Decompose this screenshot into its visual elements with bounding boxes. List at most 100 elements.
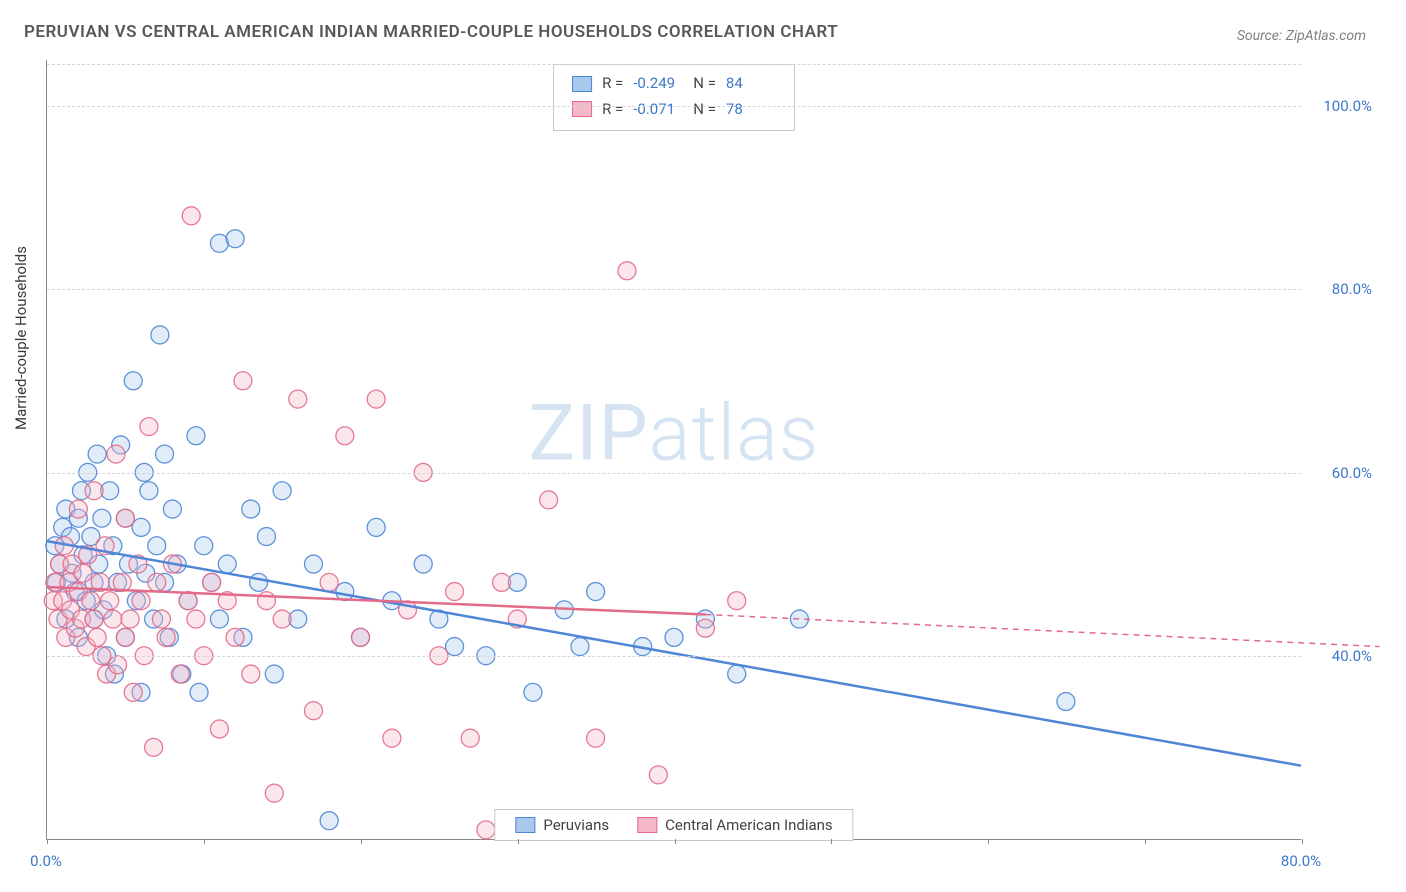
- data-point: [367, 518, 385, 536]
- y-tick-label: 40.0%: [1332, 647, 1372, 665]
- data-point: [140, 482, 158, 500]
- data-point: [265, 784, 283, 802]
- data-point: [242, 665, 260, 683]
- data-point: [571, 638, 589, 656]
- data-point: [587, 583, 605, 601]
- swatch-cai-legend: [637, 817, 657, 833]
- plot-area: ZIPatlas R = -0.249 N = 84 R = -0.071 N …: [46, 60, 1301, 840]
- data-point: [69, 500, 87, 518]
- data-point: [104, 610, 122, 628]
- data-point: [190, 683, 208, 701]
- data-point: [728, 665, 746, 683]
- x-tick: [204, 839, 205, 844]
- data-point: [140, 418, 158, 436]
- y-tick-label: 100.0%: [1323, 97, 1372, 115]
- data-point: [649, 766, 667, 784]
- x-tick: [1145, 839, 1146, 844]
- data-point: [124, 683, 142, 701]
- x-tick-label: 0.0%: [30, 852, 62, 870]
- legend: Peruvians Central American Indians: [494, 809, 853, 841]
- data-point: [304, 702, 322, 720]
- data-point: [234, 372, 252, 390]
- data-point: [88, 628, 106, 646]
- data-point: [179, 592, 197, 610]
- y-tick-label: 80.0%: [1332, 280, 1372, 298]
- gridline: [47, 289, 1301, 290]
- data-point: [728, 592, 746, 610]
- data-point: [461, 729, 479, 747]
- data-point: [148, 573, 166, 591]
- data-point: [696, 619, 714, 637]
- data-point: [352, 628, 370, 646]
- data-point: [226, 628, 244, 646]
- data-point: [182, 207, 200, 225]
- data-point: [289, 390, 307, 408]
- data-point: [116, 628, 134, 646]
- trend-line: [47, 541, 1301, 766]
- data-point: [273, 482, 291, 500]
- data-point: [163, 500, 181, 518]
- data-point: [203, 573, 221, 591]
- data-point: [446, 583, 464, 601]
- legend-label-2: Central American Indians: [665, 816, 833, 834]
- data-point: [171, 665, 189, 683]
- data-point: [132, 518, 150, 536]
- legend-label-1: Peruvians: [543, 816, 609, 834]
- data-point: [257, 528, 275, 546]
- data-point: [156, 445, 174, 463]
- data-point: [383, 729, 401, 747]
- data-point: [250, 573, 268, 591]
- data-point: [226, 230, 244, 248]
- x-tick: [518, 839, 519, 844]
- data-point: [121, 610, 139, 628]
- data-point: [524, 683, 542, 701]
- data-point: [1057, 693, 1075, 711]
- data-point: [304, 555, 322, 573]
- x-tick-label: 80.0%: [1281, 852, 1321, 870]
- data-point: [107, 445, 125, 463]
- x-tick: [988, 839, 989, 844]
- legend-item-1: Peruvians: [515, 816, 609, 834]
- scatter-svg: [47, 60, 1301, 839]
- data-point: [320, 812, 338, 830]
- source-label: Source: ZipAtlas.com: [1237, 28, 1366, 44]
- data-point: [210, 720, 228, 738]
- data-point: [145, 738, 163, 756]
- x-tick: [1302, 839, 1303, 844]
- gridline: [47, 64, 1301, 65]
- data-point: [618, 262, 636, 280]
- data-point: [82, 592, 100, 610]
- gridline: [47, 106, 1301, 107]
- data-point: [195, 537, 213, 555]
- data-point: [336, 427, 354, 445]
- data-point: [367, 390, 385, 408]
- data-point: [187, 427, 205, 445]
- data-point: [257, 592, 275, 610]
- y-axis-label: Married-couple Households: [12, 246, 30, 430]
- data-point: [336, 583, 354, 601]
- data-point: [152, 610, 170, 628]
- x-tick: [47, 839, 48, 844]
- data-point: [265, 665, 283, 683]
- y-tick-label: 60.0%: [1332, 464, 1372, 482]
- data-point: [242, 500, 260, 518]
- data-point: [93, 509, 111, 527]
- data-point: [320, 573, 338, 591]
- swatch-peruvian-legend: [515, 817, 535, 833]
- gridline: [47, 473, 1301, 474]
- data-point: [124, 372, 142, 390]
- data-point: [157, 628, 175, 646]
- data-point: [74, 564, 92, 582]
- data-point: [109, 656, 127, 674]
- data-point: [540, 491, 558, 509]
- x-tick: [831, 839, 832, 844]
- legend-item-2: Central American Indians: [637, 816, 833, 834]
- x-tick: [361, 839, 362, 844]
- chart-title: PERUVIAN VS CENTRAL AMERICAN INDIAN MARR…: [24, 22, 838, 42]
- data-point: [148, 537, 166, 555]
- data-point: [88, 445, 106, 463]
- trend-line-extrapolated: [705, 614, 1379, 646]
- data-point: [132, 592, 150, 610]
- data-point: [665, 628, 683, 646]
- x-tick: [675, 839, 676, 844]
